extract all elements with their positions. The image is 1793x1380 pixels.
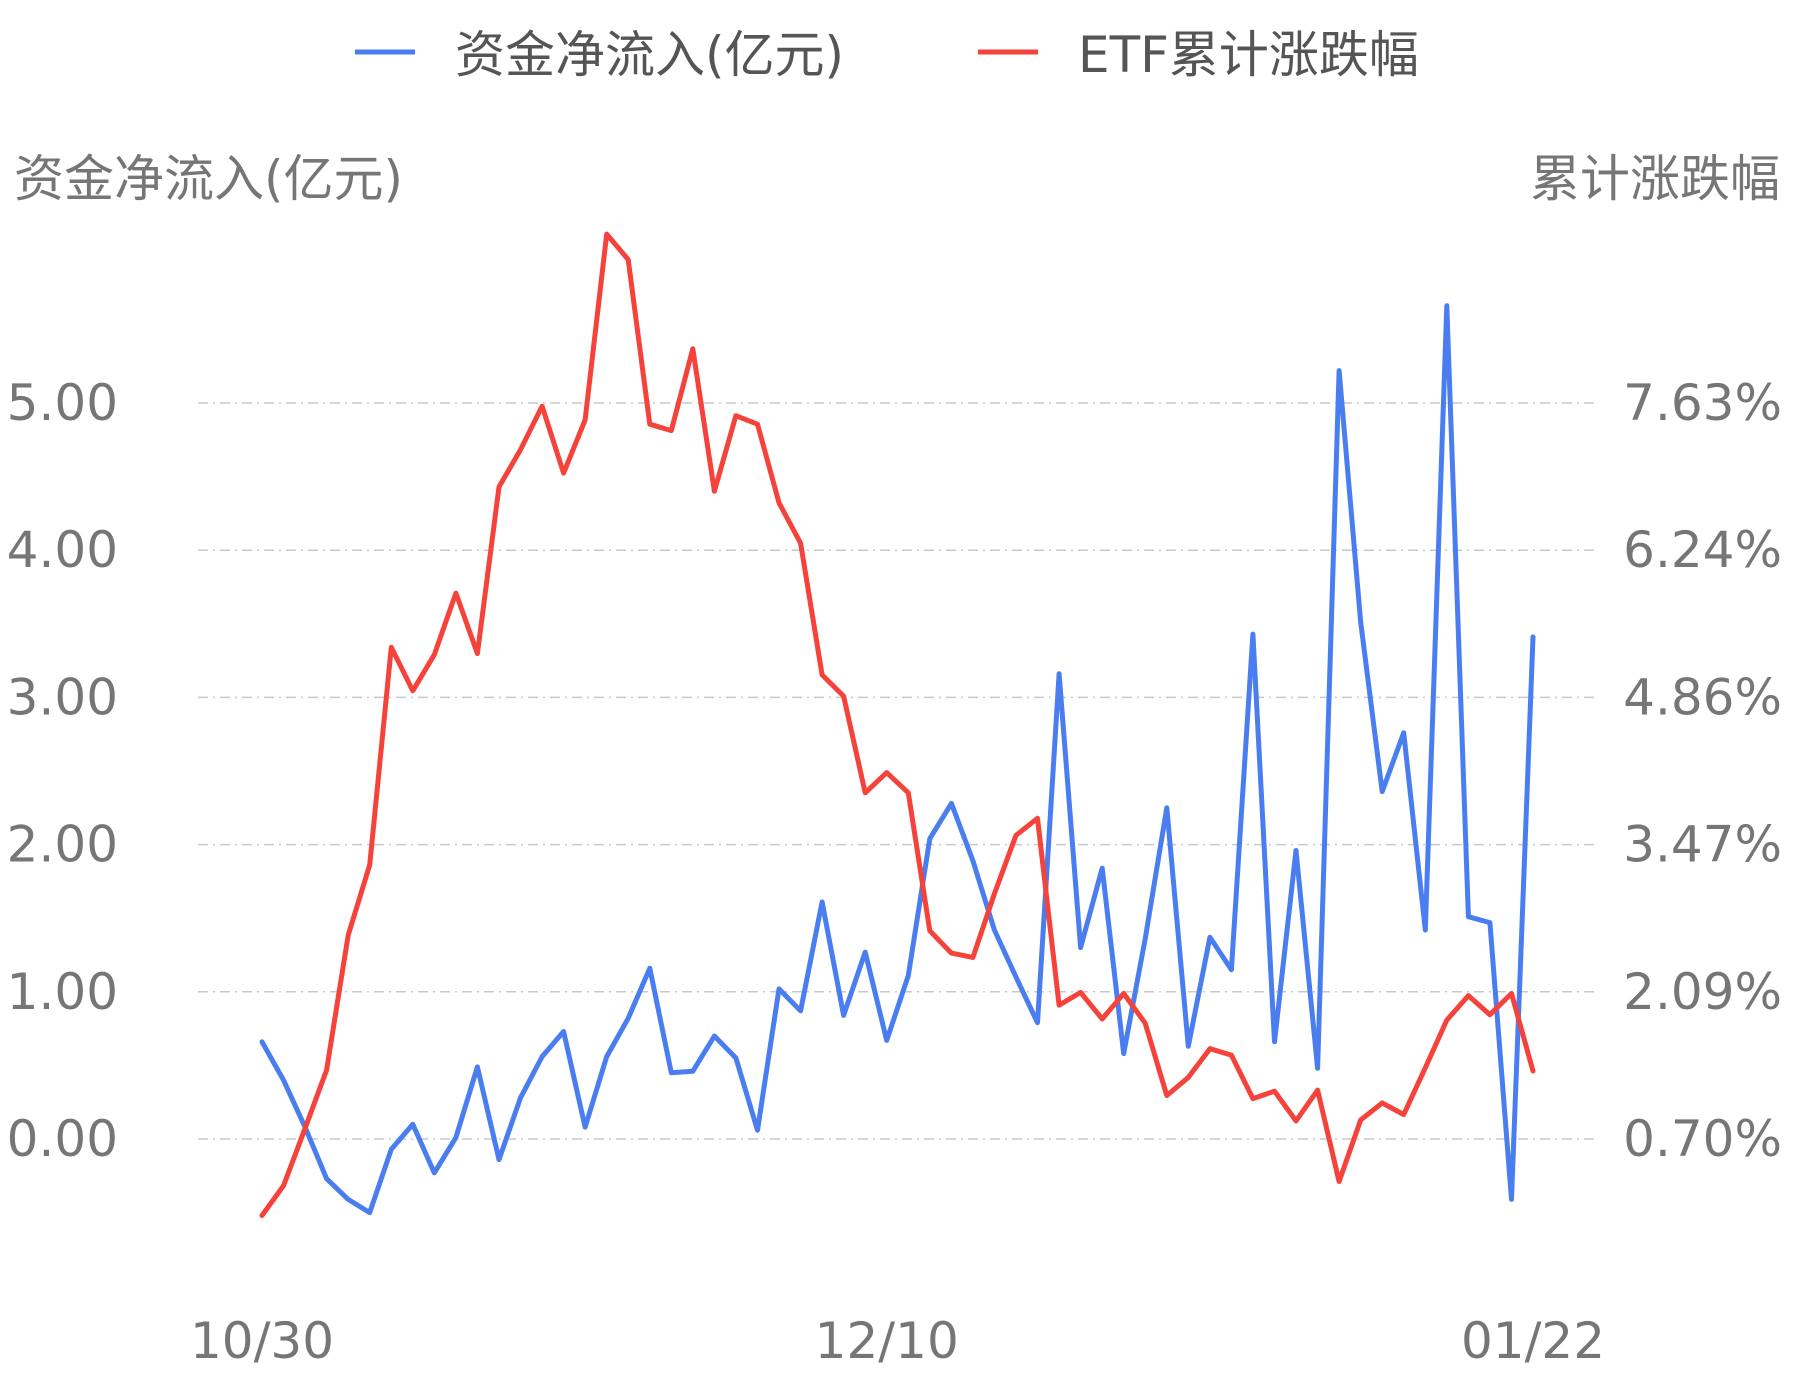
y-left-tick-label: 2.00 (7, 816, 118, 874)
x-axis-ticks: 10/30 12/10 01/22 (190, 1312, 1605, 1370)
right-axis-ticks: 7.63% 6.24% 4.86% 3.47% 2.09% 0.70% (1623, 374, 1782, 1168)
legend: 资金净流入(亿元) ETF累计涨跌幅 (355, 26, 1419, 84)
x-tick-label: 12/10 (815, 1312, 959, 1370)
series-line-net-inflow (259, 303, 1536, 1216)
y-left-tick-label: 3.00 (7, 668, 118, 726)
x-tick-label: 01/22 (1461, 1312, 1605, 1370)
right-axis-title: 累计涨跌幅 (1530, 150, 1780, 208)
legend-label-etf-change: ETF累计涨跌幅 (1078, 26, 1419, 84)
series-group (259, 231, 1536, 1218)
y-left-tick-label: 4.00 (7, 521, 118, 579)
y-right-tick-label: 7.63% (1623, 374, 1782, 432)
y-right-tick-label: 6.24% (1623, 521, 1782, 579)
y-right-tick-label: 4.86% (1623, 668, 1782, 726)
y-left-tick-label: 5.00 (7, 374, 118, 432)
left-axis-ticks: 5.00 4.00 3.00 2.00 1.00 0.00 (7, 374, 118, 1168)
y-left-tick-label: 1.00 (7, 963, 118, 1021)
series-line-etf-change (259, 231, 1536, 1218)
legend-label-net-inflow: 资金净流入(亿元) (455, 26, 844, 84)
y-right-tick-label: 3.47% (1623, 816, 1782, 874)
grid (198, 402, 1598, 1140)
y-left-tick-label: 0.00 (7, 1110, 118, 1168)
y-right-tick-label: 2.09% (1623, 963, 1782, 1021)
left-axis-title: 资金净流入(亿元) (14, 150, 403, 208)
y-right-tick-label: 0.70% (1623, 1110, 1782, 1168)
x-tick-label: 10/30 (190, 1312, 334, 1370)
